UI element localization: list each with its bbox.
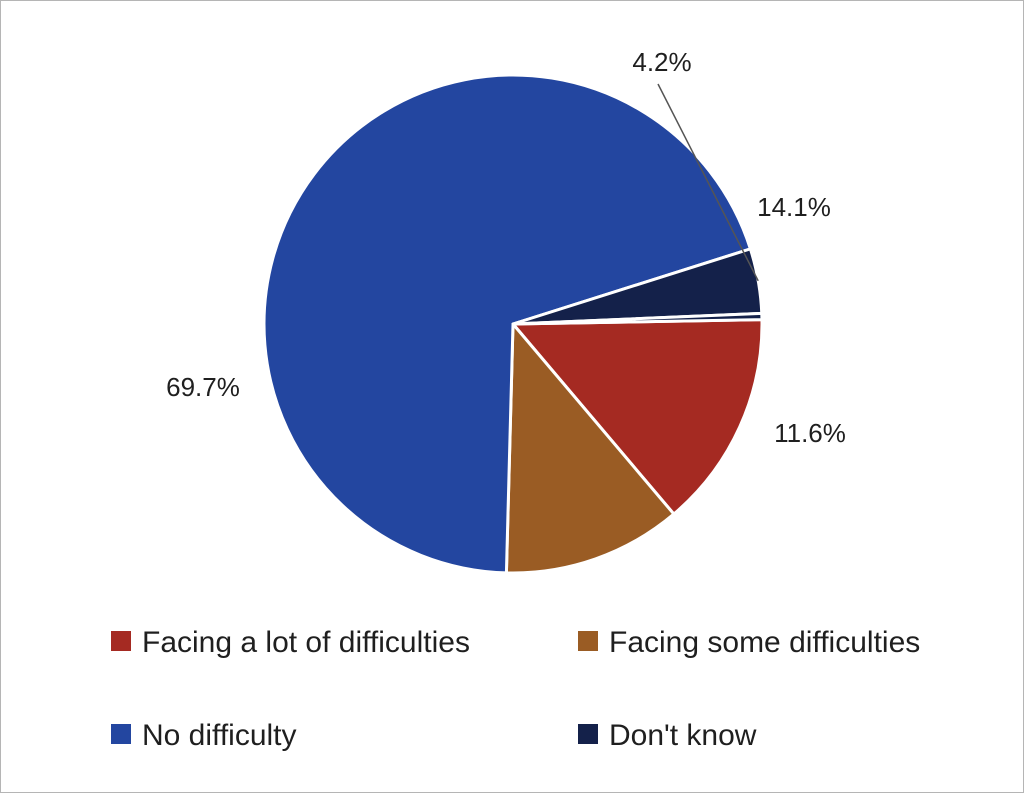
- data-label-facing-a-lot-of-difficulties: 14.1%: [757, 192, 831, 222]
- pie-slice-facing-some-difficulties: [504, 322, 676, 575]
- pie-slices: [262, 73, 764, 575]
- legend-item-no-difficulty: No difficulty: [111, 719, 297, 752]
- leader-line: [657, 83, 759, 282]
- data-labels: 14.1% 11.6% 69.7% 4.2%: [166, 47, 846, 448]
- legend-item-don-t-know: Don't know: [578, 719, 757, 752]
- legend-label-no-difficulty: No difficulty: [142, 719, 297, 752]
- legend-swatch-no-difficulty: [111, 724, 131, 744]
- legend-item-facing-some-difficulties: Facing some difficulties: [578, 626, 920, 659]
- legend-label-don-t-know: Don't know: [609, 719, 757, 752]
- data-label-no-difficulty: 69.7%: [166, 372, 240, 402]
- pie-slice-unlabeled: [511, 311, 764, 326]
- legend-swatch-facing-some-difficulties: [578, 631, 598, 651]
- legend-label-facing-some-difficulties: Facing some difficulties: [609, 626, 920, 659]
- legend-label-facing-a-lot-of-difficulties: Facing a lot of difficulties: [142, 626, 470, 659]
- legend-item-facing-a-lot-of-difficulties: Facing a lot of difficulties: [111, 626, 470, 659]
- legend: Facing a lot of difficulties Facing some …: [111, 626, 920, 752]
- pie-slice-facing-a-lot-of-difficulties: [511, 318, 764, 516]
- legend-swatch-facing-a-lot-of-difficulties: [111, 631, 131, 651]
- data-label-don-t-know: 4.2%: [632, 47, 691, 77]
- legend-swatch-don-t-know: [578, 724, 598, 744]
- data-label-facing-some-difficulties: 11.6%: [774, 418, 846, 448]
- pie-slice-no-difficulty: [262, 73, 752, 575]
